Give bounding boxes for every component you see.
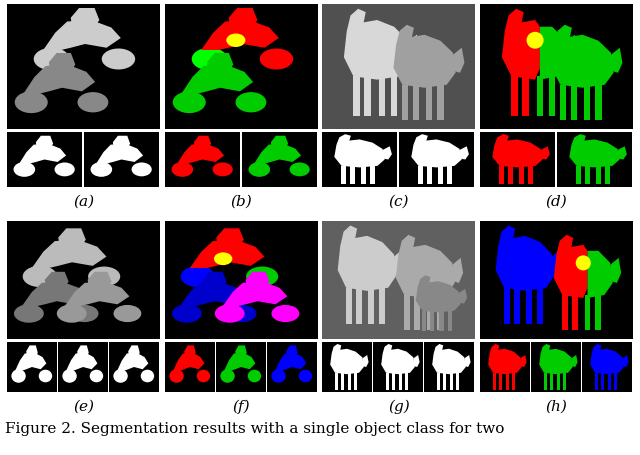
Text: (f): (f) [232,400,250,414]
Text: (d): (d) [545,195,567,209]
Text: (h): (h) [545,400,567,414]
Text: (a): (a) [73,195,94,209]
Text: (g): (g) [388,400,410,414]
Text: (e): (e) [73,400,94,414]
Text: (b): (b) [230,195,252,209]
Text: Figure 2. Segmentation results with a single object class for two: Figure 2. Segmentation results with a si… [5,422,504,436]
Text: (c): (c) [388,195,409,209]
